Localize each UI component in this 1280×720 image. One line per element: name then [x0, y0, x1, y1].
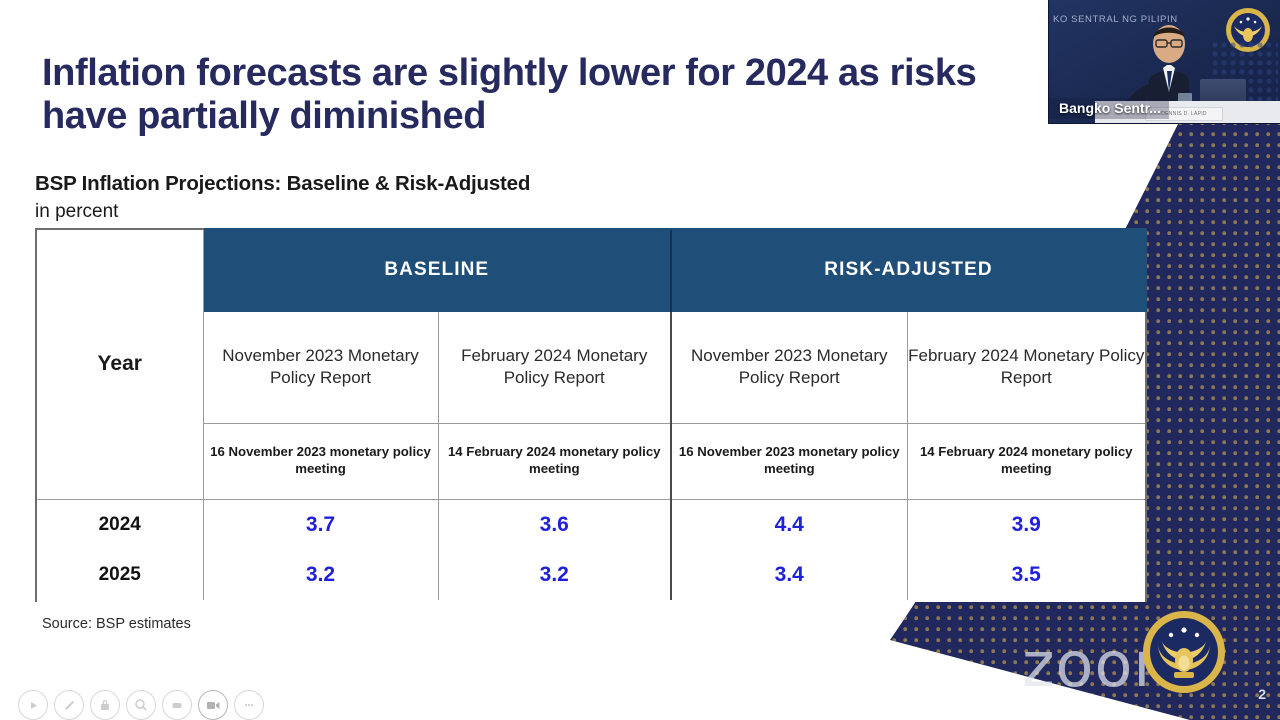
- eraser-icon[interactable]: [162, 690, 192, 720]
- pen-icon[interactable]: [54, 690, 84, 720]
- col-meeting-baseline-feb2024: 14 February 2024 monetary policy meeting: [437, 422, 672, 500]
- bsp-seal-logo: [1140, 608, 1228, 696]
- video-icon[interactable]: [198, 690, 228, 720]
- stamp-icon[interactable]: [90, 690, 120, 720]
- table-row: 2025 3.2 3.2 3.4 3.5: [35, 550, 1147, 601]
- spotlight-icon[interactable]: [126, 690, 156, 720]
- value-2024-baseline-nov2023: 3.7: [202, 499, 439, 550]
- value-2024-baseline-feb2024: 3.6: [539, 512, 569, 536]
- participant-name-label: Bangko Sentr...: [1049, 98, 1169, 119]
- table-report-header-row: November 2023 Monetary Policy Report Feb…: [36, 310, 1147, 424]
- value-2025-baseline-nov2023: 3.2: [202, 550, 439, 601]
- group-header-baseline: BASELINE: [202, 228, 672, 312]
- table-subheading: in percent: [35, 201, 119, 222]
- table-row: 2024 3.7 3.6 4.4 3.9: [35, 499, 1147, 550]
- col-report-risk-nov2023: November 2023 Monetary Policy Report: [670, 310, 908, 424]
- annotation-toolbar[interactable]: [18, 690, 264, 720]
- table-group-header-row: Year BASELINE RISK-ADJUSTED: [35, 228, 1147, 500]
- value-2024-risk-nov2023: 4.4: [670, 499, 908, 550]
- bsp-seal-icon: [1226, 8, 1270, 52]
- table-meeting-header-row: 16 November 2023 monetary policy meeting…: [36, 422, 1147, 500]
- col-report-baseline-nov2023: November 2023 Monetary Policy Report: [202, 310, 439, 424]
- page-number: 2: [1258, 686, 1266, 702]
- value-2025-baseline-feb2024: 3.2: [539, 563, 569, 587]
- col-report-risk-feb2024: February 2024 Monetary Policy Report: [906, 310, 1147, 424]
- more-icon[interactable]: [234, 690, 264, 720]
- backdrop-text: KO SENTRAL NG PILIPIN: [1053, 14, 1178, 25]
- col-report-baseline-feb2024: February 2024 Monetary Policy Report: [437, 310, 672, 424]
- row-label-2025: 2025: [35, 550, 204, 601]
- col-meeting-risk-nov2023: 16 November 2023 monetary policy meeting: [670, 422, 908, 500]
- play-icon[interactable]: [18, 690, 48, 720]
- slide-title: Inflation forecasts are slightly lower f…: [42, 52, 977, 137]
- group-header-risk-adjusted: RISK-ADJUSTED: [670, 228, 1147, 312]
- row-header-year: Year: [35, 228, 204, 500]
- table-heading: BSP Inflation Projections: Baseline & Ri…: [35, 172, 531, 195]
- video-thumbnail[interactable]: KO SENTRAL NG PILIPIN: [1048, 0, 1280, 124]
- nameplate-text: DENNIS D. LAPID: [1161, 111, 1207, 117]
- value-2024-risk-feb2024: 3.9: [906, 499, 1147, 550]
- col-meeting-risk-feb2024: 14 February 2024 monetary policy meeting: [906, 422, 1147, 500]
- source-note: Source: BSP estimates: [42, 616, 191, 632]
- value-2025-risk-nov2023: 3.4: [670, 550, 908, 601]
- inflation-projections-table: Year BASELINE RISK-ADJUSTED November 202…: [35, 228, 1147, 602]
- row-label-2024: 2024: [35, 499, 204, 550]
- value-2025-risk-feb2024: 3.5: [906, 550, 1147, 601]
- nameplate: DENNIS D. LAPID: [1145, 107, 1223, 121]
- col-meeting-baseline-nov2023: 16 November 2023 monetary policy meeting: [202, 422, 439, 500]
